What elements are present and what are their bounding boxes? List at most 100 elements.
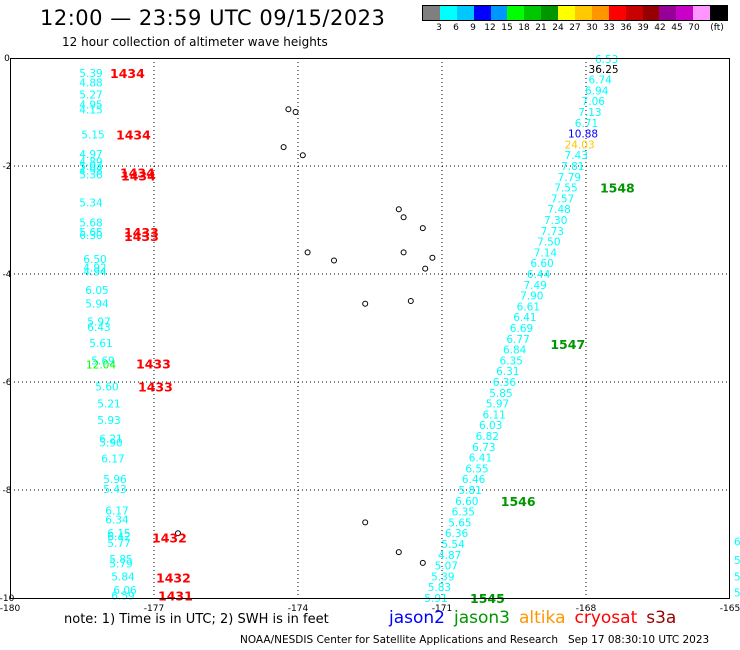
legend-swatch bbox=[439, 6, 457, 20]
legend-swatch bbox=[524, 6, 542, 20]
legend-tick-label: 45 bbox=[671, 23, 683, 33]
island-outline bbox=[429, 254, 436, 261]
wave-height-value: 6.43 bbox=[87, 322, 110, 334]
island-outline bbox=[280, 144, 287, 151]
wave-height-value: 6.11 bbox=[482, 409, 505, 421]
wave-height-value: 4.88 bbox=[79, 77, 102, 89]
wave-height-value: 5.39 bbox=[431, 571, 454, 583]
island-outline bbox=[400, 214, 407, 221]
wave-height-value: 6.59 bbox=[111, 590, 134, 602]
wave-height-value: 5.65 bbox=[448, 517, 471, 529]
lat-tick-label: 0 bbox=[4, 54, 10, 64]
wave-height-value: 6.31 bbox=[496, 366, 519, 378]
legend-tick-label: 33 bbox=[603, 23, 615, 33]
wave-height-value: 6.17 bbox=[105, 506, 128, 518]
wave-height-value: 5.07 bbox=[435, 561, 458, 573]
wave-height-value: 7.81 bbox=[561, 161, 584, 173]
wave-height-value: 6.03 bbox=[479, 420, 502, 432]
wave-height-value: 24.03 bbox=[565, 139, 595, 151]
wave-height-value: 6.82 bbox=[476, 431, 499, 443]
wave-height-value: 6.15 bbox=[107, 528, 130, 540]
wave-height-value: 7.79 bbox=[558, 172, 581, 184]
wave-height-value: 6.73 bbox=[472, 442, 495, 454]
wave-height-value: 6.35 bbox=[500, 355, 523, 367]
wave-height-value: 6.41 bbox=[513, 312, 536, 324]
wave-height-value: 7.57 bbox=[551, 193, 574, 205]
satellite-jason2: jason2 bbox=[389, 608, 445, 628]
legend-tick-label: 36 bbox=[620, 23, 632, 33]
wave-height-value: 6.53 bbox=[595, 54, 618, 66]
island-outline bbox=[395, 549, 402, 556]
legend-swatch bbox=[676, 6, 694, 20]
legend-tick-label: 30 bbox=[586, 23, 598, 33]
pass-time-label: 1433 bbox=[138, 379, 173, 394]
island-outline bbox=[422, 265, 429, 272]
legend-tick-label: 3 bbox=[436, 23, 442, 33]
island-outline bbox=[407, 298, 414, 304]
satellite-altika: altika bbox=[519, 608, 566, 628]
legend-swatches bbox=[422, 5, 728, 21]
wave-height-value: 12.04 bbox=[86, 360, 116, 372]
wave-height-value: 5.81 bbox=[459, 485, 482, 497]
satellite-s3a: s3a bbox=[646, 608, 677, 628]
wave-height-value: 7.43 bbox=[565, 150, 588, 162]
wave-height-value: 6.05 bbox=[85, 285, 108, 297]
wave-height-value: 7.49 bbox=[523, 280, 546, 292]
legend-tick-label: 39 bbox=[637, 23, 649, 33]
wave-height-value: 5.91 bbox=[424, 593, 447, 605]
wave-height-value: 7.30 bbox=[544, 215, 567, 227]
legend-swatch bbox=[575, 6, 592, 20]
legend-tick-label: 24 bbox=[552, 23, 564, 33]
island-outline bbox=[299, 152, 306, 159]
legend-swatch bbox=[591, 6, 609, 20]
wave-height-value: 36.25 bbox=[589, 64, 619, 76]
wave-height-value: 6.60 bbox=[530, 258, 553, 270]
wave-height-value: 7.48 bbox=[547, 204, 570, 216]
wave-height-value: 5.60 bbox=[95, 381, 118, 393]
wave-height-value: 5 bbox=[734, 555, 740, 567]
color-legend: 3 6 9 12 15 18 21 24 27 30 33 36 39 42 45 70 (ft) bbox=[422, 5, 728, 33]
wave-height-value: 7.55 bbox=[554, 183, 577, 195]
wave-height-value: 5.15 bbox=[81, 130, 104, 142]
satellite-cryosat: cryosat bbox=[574, 608, 638, 628]
legend-swatch bbox=[541, 6, 559, 20]
lon-tick-label: -168 bbox=[576, 604, 597, 614]
pass-time-label: 1434 bbox=[116, 128, 151, 143]
island-outline bbox=[175, 530, 181, 537]
island-outline bbox=[419, 559, 426, 566]
wave-height-value: 4.97 bbox=[79, 149, 102, 161]
wave-height-value: 5.93 bbox=[97, 415, 120, 427]
wave-height-value: 6.36 bbox=[493, 377, 517, 389]
legend-swatch bbox=[456, 6, 474, 20]
pass-time-label: 1431 bbox=[158, 588, 193, 603]
wave-height-value: 7.14 bbox=[534, 247, 558, 259]
island-outline bbox=[285, 106, 292, 113]
wave-height-value: 5.27 bbox=[79, 90, 102, 102]
lat-tick-label: -4 bbox=[3, 270, 12, 280]
wave-height-value: 5.65 bbox=[79, 227, 102, 239]
lat-tick-label: -6 bbox=[3, 378, 12, 388]
legend-swatch bbox=[642, 6, 660, 20]
wave-height-value: 6.71 bbox=[575, 118, 598, 130]
wave-height-value: 7.13 bbox=[578, 107, 601, 119]
chart-subtitle: 12 hour collection of altimeter wave hei… bbox=[62, 35, 328, 49]
wave-height-value: 6.77 bbox=[506, 334, 529, 346]
island-outline bbox=[395, 206, 402, 213]
wave-height-value: 4.94 bbox=[83, 266, 107, 278]
wave-height-value: 6.84 bbox=[503, 345, 527, 357]
wave-height-value: 5.77 bbox=[107, 538, 130, 550]
wave-height-value: 5 bbox=[734, 588, 740, 600]
pass-time-label: 1434 bbox=[121, 169, 156, 184]
wave-height-value: 5.43 bbox=[103, 484, 126, 496]
credit-text: NOAA/NESDIS Center for Satellite Applica… bbox=[240, 634, 558, 646]
wave-height-value: 7.90 bbox=[520, 291, 543, 303]
legend-ticks: 3 6 9 12 15 18 21 24 27 30 33 36 39 42 45 70 (ft) bbox=[422, 21, 728, 33]
wave-height-value: 6.69 bbox=[510, 323, 533, 335]
legend-swatch bbox=[423, 6, 440, 20]
wave-height-value: 5.36 bbox=[79, 170, 103, 182]
island-outline bbox=[419, 225, 426, 232]
wave-height-value: 6.60 bbox=[455, 496, 478, 508]
legend-swatch bbox=[558, 6, 576, 20]
legend-tick-label: 6 bbox=[453, 23, 459, 33]
